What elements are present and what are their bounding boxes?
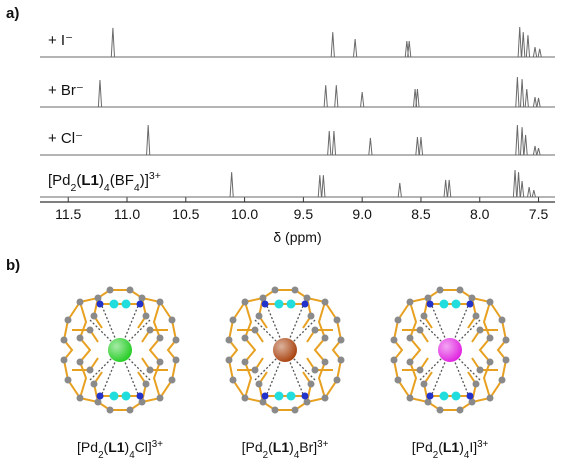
cage-structure [226,287,345,414]
label-part: 3+ [477,439,488,450]
label-part: L1 [273,439,290,455]
peak [520,79,523,107]
label-part: 3+ [149,170,161,182]
peak [520,181,523,197]
peak [332,131,335,155]
peak [111,28,114,57]
spectrum-label: + Br⁻ [48,82,84,99]
peak [328,131,331,155]
peak [516,77,519,107]
peak [537,98,540,107]
x-tick-label: 7.5 [529,206,549,222]
peak [533,47,536,57]
spectrum-label: + Cl⁻ [48,130,83,147]
peak [513,170,516,197]
peak [526,35,529,57]
panel-label: a) [6,5,19,22]
label-part: L1 [108,439,125,455]
x-tick-label: 11.0 [114,206,140,222]
peak [537,148,540,155]
label-part: I] [469,439,477,455]
peak [518,27,521,57]
x-tick-label: 10.5 [172,206,199,222]
peak [517,172,520,197]
label-part: Br] [299,439,317,455]
peak [324,85,327,107]
peak [408,41,411,57]
spectrum-label: [Pd2(L1)4(BF4)]3+ [48,170,161,194]
peak [369,138,372,155]
label-part: (BF [110,172,134,189]
label-part: + Cl⁻ [48,130,83,147]
label-part: 3+ [317,439,328,450]
spectrum-label: + I⁻ [48,32,73,49]
cage-structure [391,287,510,414]
halide-highlight [273,338,297,362]
peak [448,180,451,197]
peak [532,190,535,197]
peak [331,32,334,57]
x-tick-label: 8.0 [470,206,490,222]
peak [147,125,150,155]
peak [354,39,357,57]
halide-highlight [438,338,462,362]
peak [416,89,419,107]
peak [419,137,422,155]
peak [516,125,519,155]
figure: a) b) 11.5 11.0 10.5 10.0 9.5 9.0 8.5 8.0 7.5 δ (… [0,0,561,463]
label-part: Cl] [135,439,152,455]
label-part: [Pd [48,172,71,189]
peak [318,175,321,197]
label-part: L1 [443,439,460,455]
label-part: )] [140,172,149,189]
structure-label: [Pd2(L1)4Cl]3+ [77,439,163,461]
structure-label: [Pd2(L1)4Br]3+ [242,439,329,461]
label-part: 3+ [152,439,163,450]
peak [416,137,419,155]
peak [398,183,401,197]
x-tick-label: 9.5 [294,206,314,222]
label-part: [Pd [412,439,433,455]
peak [524,135,527,155]
peak [538,49,541,57]
peak [98,80,101,107]
x-tick-label: 9.0 [352,206,372,222]
halide-highlight [108,338,132,362]
peak [533,97,536,107]
panel-label: b) [6,257,20,274]
x-axis-label: δ (ppm) [273,229,321,245]
peak [322,175,325,197]
peak [520,127,523,155]
structure-label: [Pd2(L1)4I]3+ [412,439,489,461]
peak [533,146,536,155]
peak [335,85,338,107]
label-part: + Br⁻ [48,82,84,99]
label-part: L1 [81,172,99,189]
peak [444,180,447,197]
peak [230,172,233,197]
label-part: + I⁻ [48,32,73,49]
peak [522,32,525,57]
x-tick-label: 10.0 [231,206,258,222]
label-part: [Pd [77,439,98,455]
peak [528,187,531,197]
cage-structure [61,287,180,414]
peak [525,89,528,107]
page: a) b) 11.5 11.0 10.5 10.0 9.5 9.0 8.5 8.0 7.5 δ (… [0,0,561,468]
label-part: [Pd [242,439,263,455]
peak [361,92,364,107]
x-tick-label: 11.5 [55,206,81,222]
x-tick-label: 8.5 [411,206,431,222]
